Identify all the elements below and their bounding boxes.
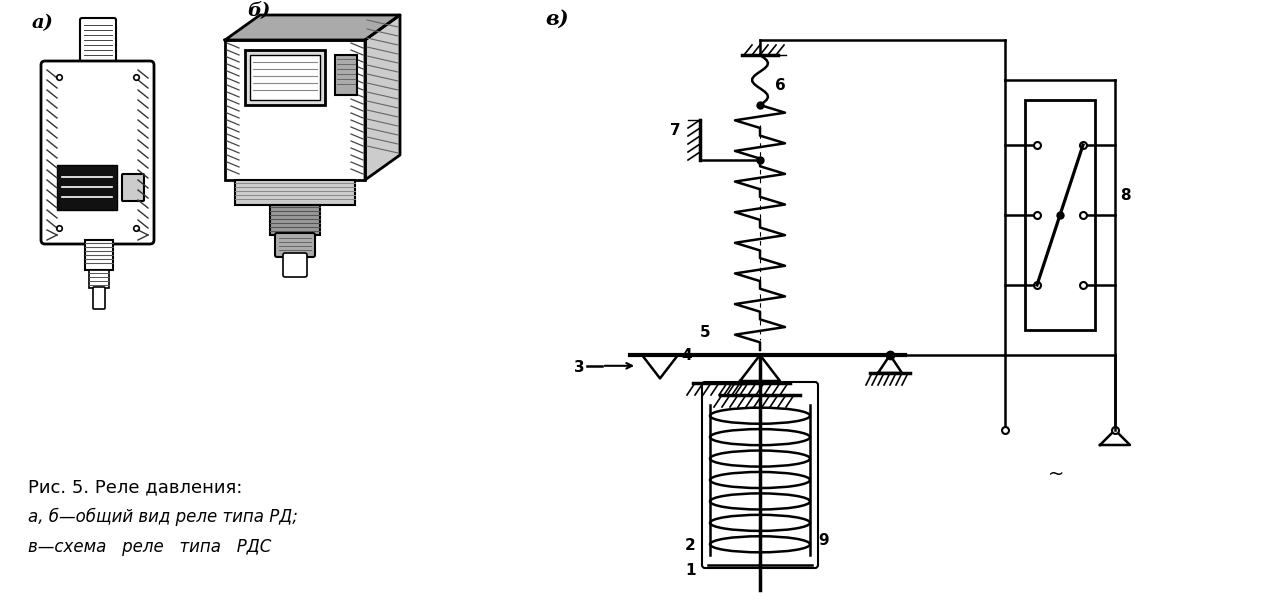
FancyBboxPatch shape — [122, 174, 144, 201]
Polygon shape — [365, 15, 400, 180]
Text: в—схема   реле   типа   РДС: в—схема реле типа РДС — [28, 538, 272, 556]
Bar — [235, 180, 355, 205]
Text: 2: 2 — [685, 538, 696, 553]
FancyBboxPatch shape — [703, 382, 818, 568]
Text: а): а) — [32, 14, 54, 32]
Text: 7: 7 — [670, 123, 681, 138]
Text: 4: 4 — [681, 348, 691, 363]
Polygon shape — [226, 15, 400, 40]
Bar — [56, 165, 117, 210]
FancyBboxPatch shape — [41, 61, 154, 244]
FancyBboxPatch shape — [283, 253, 306, 277]
Bar — [85, 240, 113, 270]
Text: 6: 6 — [776, 78, 786, 93]
Bar — [335, 55, 356, 95]
Text: 5: 5 — [700, 325, 710, 340]
Bar — [226, 40, 365, 180]
FancyBboxPatch shape — [276, 233, 315, 257]
Bar — [271, 205, 320, 235]
Text: 9: 9 — [818, 533, 828, 548]
Text: 3: 3 — [574, 360, 585, 375]
FancyBboxPatch shape — [79, 18, 115, 67]
Text: ~: ~ — [1047, 465, 1064, 484]
Text: Рис. 5. Реле давления:: Рис. 5. Реле давления: — [28, 478, 242, 496]
Text: 1: 1 — [685, 563, 696, 578]
Bar — [88, 270, 109, 288]
Text: б): б) — [247, 1, 271, 19]
Text: а, б—общий вид реле типа РД;: а, б—общий вид реле типа РД; — [28, 508, 297, 526]
Bar — [250, 55, 320, 100]
Bar — [1026, 100, 1095, 330]
Text: 8: 8 — [1120, 188, 1131, 203]
FancyBboxPatch shape — [94, 287, 105, 309]
Text: в): в) — [545, 9, 569, 29]
Bar — [245, 50, 326, 105]
